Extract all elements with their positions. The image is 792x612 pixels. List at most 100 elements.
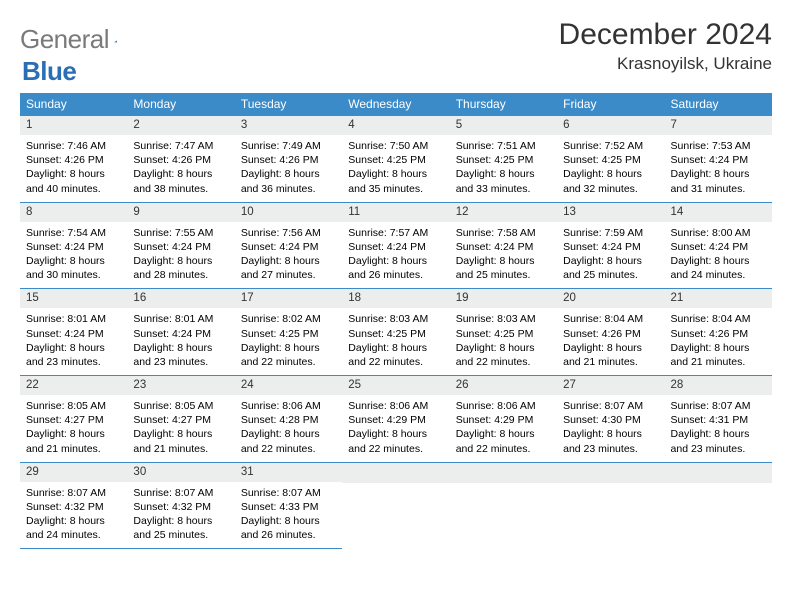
daylight-text: and 25 minutes. <box>133 528 228 542</box>
day-cell: 1Sunrise: 7:46 AMSunset: 4:26 PMDaylight… <box>20 116 127 203</box>
daylight-text: Daylight: 8 hours <box>671 167 766 181</box>
sunset-text: Sunset: 4:32 PM <box>26 500 121 514</box>
daylight-text: and 22 minutes. <box>241 355 336 369</box>
sunrise-text: Sunrise: 7:56 AM <box>241 226 336 240</box>
daylight-text: Daylight: 8 hours <box>563 254 658 268</box>
daylight-text: and 23 minutes. <box>563 442 658 456</box>
day-details: Sunrise: 8:04 AMSunset: 4:26 PMDaylight:… <box>557 308 664 369</box>
sunrise-text: Sunrise: 8:02 AM <box>241 312 336 326</box>
daylight-text: and 36 minutes. <box>241 182 336 196</box>
sunset-text: Sunset: 4:26 PM <box>671 327 766 341</box>
sunrise-text: Sunrise: 7:52 AM <box>563 139 658 153</box>
empty-day <box>342 463 449 483</box>
day-details: Sunrise: 7:57 AMSunset: 4:24 PMDaylight:… <box>342 222 449 283</box>
day-details: Sunrise: 8:01 AMSunset: 4:24 PMDaylight:… <box>127 308 234 369</box>
day-details: Sunrise: 8:00 AMSunset: 4:24 PMDaylight:… <box>665 222 772 283</box>
daylight-text: and 21 minutes. <box>671 355 766 369</box>
sunset-text: Sunset: 4:30 PM <box>563 413 658 427</box>
daylight-text: Daylight: 8 hours <box>671 254 766 268</box>
daylight-text: Daylight: 8 hours <box>241 167 336 181</box>
day-number: 24 <box>235 376 342 395</box>
day-number: 15 <box>20 289 127 308</box>
day-number: 18 <box>342 289 449 308</box>
daylight-text: and 35 minutes. <box>348 182 443 196</box>
daylight-text: Daylight: 8 hours <box>456 167 551 181</box>
day-number: 5 <box>450 116 557 135</box>
day-number: 29 <box>20 463 127 482</box>
day-details: Sunrise: 8:07 AMSunset: 4:32 PMDaylight:… <box>20 482 127 543</box>
sunset-text: Sunset: 4:31 PM <box>671 413 766 427</box>
daylight-text: Daylight: 8 hours <box>348 427 443 441</box>
logo-triangle-icon <box>114 32 117 50</box>
day-details: Sunrise: 7:56 AMSunset: 4:24 PMDaylight:… <box>235 222 342 283</box>
day-cell: 25Sunrise: 8:06 AMSunset: 4:29 PMDayligh… <box>342 376 449 463</box>
day-cell <box>557 463 664 550</box>
day-cell: 12Sunrise: 7:58 AMSunset: 4:24 PMDayligh… <box>450 203 557 290</box>
sunset-text: Sunset: 4:24 PM <box>26 327 121 341</box>
daylight-text: and 26 minutes. <box>241 528 336 542</box>
daylight-text: Daylight: 8 hours <box>133 167 228 181</box>
day-cell: 6Sunrise: 7:52 AMSunset: 4:25 PMDaylight… <box>557 116 664 203</box>
sunset-text: Sunset: 4:25 PM <box>456 153 551 167</box>
day-cell: 7Sunrise: 7:53 AMSunset: 4:24 PMDaylight… <box>665 116 772 203</box>
weekday-header: Tuesday <box>235 93 342 116</box>
daylight-text: and 26 minutes. <box>348 268 443 282</box>
daylight-text: Daylight: 8 hours <box>26 167 121 181</box>
day-cell: 18Sunrise: 8:03 AMSunset: 4:25 PMDayligh… <box>342 289 449 376</box>
daylight-text: and 23 minutes. <box>133 355 228 369</box>
sunrise-text: Sunrise: 8:03 AM <box>456 312 551 326</box>
sunset-text: Sunset: 4:27 PM <box>133 413 228 427</box>
daylight-text: and 22 minutes. <box>348 355 443 369</box>
sunset-text: Sunset: 4:26 PM <box>26 153 121 167</box>
daylight-text: and 38 minutes. <box>133 182 228 196</box>
day-cell: 15Sunrise: 8:01 AMSunset: 4:24 PMDayligh… <box>20 289 127 376</box>
daylight-text: Daylight: 8 hours <box>26 254 121 268</box>
sunset-text: Sunset: 4:26 PM <box>241 153 336 167</box>
sunrise-text: Sunrise: 7:54 AM <box>26 226 121 240</box>
day-number: 31 <box>235 463 342 482</box>
daylight-text: Daylight: 8 hours <box>563 341 658 355</box>
daylight-text: Daylight: 8 hours <box>348 254 443 268</box>
day-cell: 29Sunrise: 8:07 AMSunset: 4:32 PMDayligh… <box>20 463 127 550</box>
day-cell: 2Sunrise: 7:47 AMSunset: 4:26 PMDaylight… <box>127 116 234 203</box>
day-details: Sunrise: 7:50 AMSunset: 4:25 PMDaylight:… <box>342 135 449 196</box>
day-details: Sunrise: 8:07 AMSunset: 4:31 PMDaylight:… <box>665 395 772 456</box>
day-details: Sunrise: 7:52 AMSunset: 4:25 PMDaylight:… <box>557 135 664 196</box>
day-number: 14 <box>665 203 772 222</box>
day-cell: 23Sunrise: 8:05 AMSunset: 4:27 PMDayligh… <box>127 376 234 463</box>
calendar-grid: Sunday Monday Tuesday Wednesday Thursday… <box>20 93 772 549</box>
sunrise-text: Sunrise: 7:55 AM <box>133 226 228 240</box>
week-row: 15Sunrise: 8:01 AMSunset: 4:24 PMDayligh… <box>20 289 772 376</box>
day-number: 30 <box>127 463 234 482</box>
day-number: 11 <box>342 203 449 222</box>
daylight-text: and 40 minutes. <box>26 182 121 196</box>
sunrise-text: Sunrise: 8:06 AM <box>456 399 551 413</box>
day-number: 28 <box>665 376 772 395</box>
sunrise-text: Sunrise: 8:06 AM <box>348 399 443 413</box>
daylight-text: and 25 minutes. <box>456 268 551 282</box>
sunrise-text: Sunrise: 8:01 AM <box>133 312 228 326</box>
sunset-text: Sunset: 4:24 PM <box>133 240 228 254</box>
sunrise-text: Sunrise: 8:07 AM <box>133 486 228 500</box>
daylight-text: and 23 minutes. <box>671 442 766 456</box>
day-number: 16 <box>127 289 234 308</box>
day-cell: 22Sunrise: 8:05 AMSunset: 4:27 PMDayligh… <box>20 376 127 463</box>
day-number: 25 <box>342 376 449 395</box>
sunrise-text: Sunrise: 8:07 AM <box>26 486 121 500</box>
day-number: 20 <box>557 289 664 308</box>
daylight-text: and 22 minutes. <box>456 355 551 369</box>
day-number: 10 <box>235 203 342 222</box>
day-number: 7 <box>665 116 772 135</box>
day-cell: 30Sunrise: 8:07 AMSunset: 4:32 PMDayligh… <box>127 463 234 550</box>
day-number: 12 <box>450 203 557 222</box>
day-details: Sunrise: 8:07 AMSunset: 4:33 PMDaylight:… <box>235 482 342 543</box>
location-label: Krasnoyilsk, Ukraine <box>559 54 772 74</box>
daylight-text: and 23 minutes. <box>26 355 121 369</box>
daylight-text: and 21 minutes. <box>563 355 658 369</box>
daylight-text: and 25 minutes. <box>563 268 658 282</box>
daylight-text: and 22 minutes. <box>348 442 443 456</box>
day-cell: 20Sunrise: 8:04 AMSunset: 4:26 PMDayligh… <box>557 289 664 376</box>
day-number: 19 <box>450 289 557 308</box>
sunset-text: Sunset: 4:26 PM <box>133 153 228 167</box>
day-number: 2 <box>127 116 234 135</box>
